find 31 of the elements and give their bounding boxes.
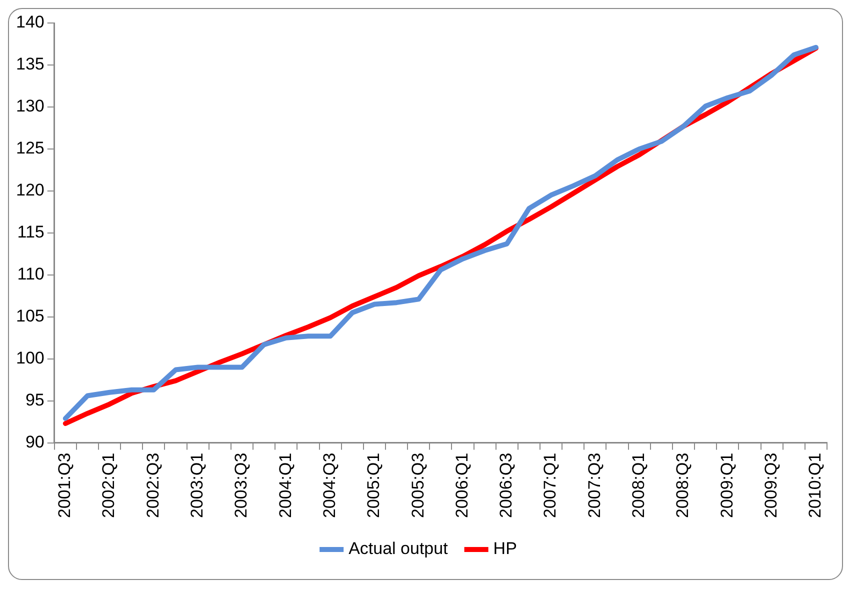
legend-label: HP xyxy=(493,539,517,558)
x-tick-label: 2004:Q3 xyxy=(320,452,339,518)
y-tick-label: 115 xyxy=(17,222,44,242)
y-tick-label: 130 xyxy=(16,96,44,116)
x-tick-label: 2001:Q3 xyxy=(55,452,74,518)
x-tick-label: 2005:Q3 xyxy=(408,452,428,518)
x-tick-label: 2005:Q1 xyxy=(364,452,384,518)
x-tick-label: 2004:Q1 xyxy=(276,452,295,518)
x-tick-label: 2002:Q3 xyxy=(143,452,162,518)
y-tick-label: 95 xyxy=(25,390,44,410)
y-tick-label: 105 xyxy=(16,306,44,326)
x-tick-label: 2002:Q1 xyxy=(99,452,118,518)
y-tick-label: 140 xyxy=(16,12,44,32)
x-tick-label: 2008:Q1 xyxy=(629,452,648,518)
y-tick-label: 110 xyxy=(17,264,44,284)
x-tick-label: 2010:Q1 xyxy=(806,452,825,518)
x-tick-label: 2009:Q3 xyxy=(762,452,780,518)
legend-label: Actual output xyxy=(348,539,448,558)
x-tick-label: 2007:Q3 xyxy=(584,452,604,518)
y-tick-label: 120 xyxy=(16,180,44,200)
y-tick-label: 90 xyxy=(25,432,44,452)
y-tick-label: 100 xyxy=(16,348,44,368)
x-tick-label: 2006:Q3 xyxy=(496,452,516,518)
y-tick-label: 125 xyxy=(16,138,44,158)
x-tick-label: 2003:Q1 xyxy=(188,452,207,518)
x-tick-label: 2003:Q3 xyxy=(232,452,251,518)
x-tick-label: 2009:Q1 xyxy=(717,452,736,518)
x-tick-label: 2008:Q3 xyxy=(673,452,692,518)
x-tick-label: 2007:Q1 xyxy=(540,452,560,518)
x-tick-label: 2006:Q1 xyxy=(452,452,472,518)
y-tick-label: 135 xyxy=(16,54,44,74)
